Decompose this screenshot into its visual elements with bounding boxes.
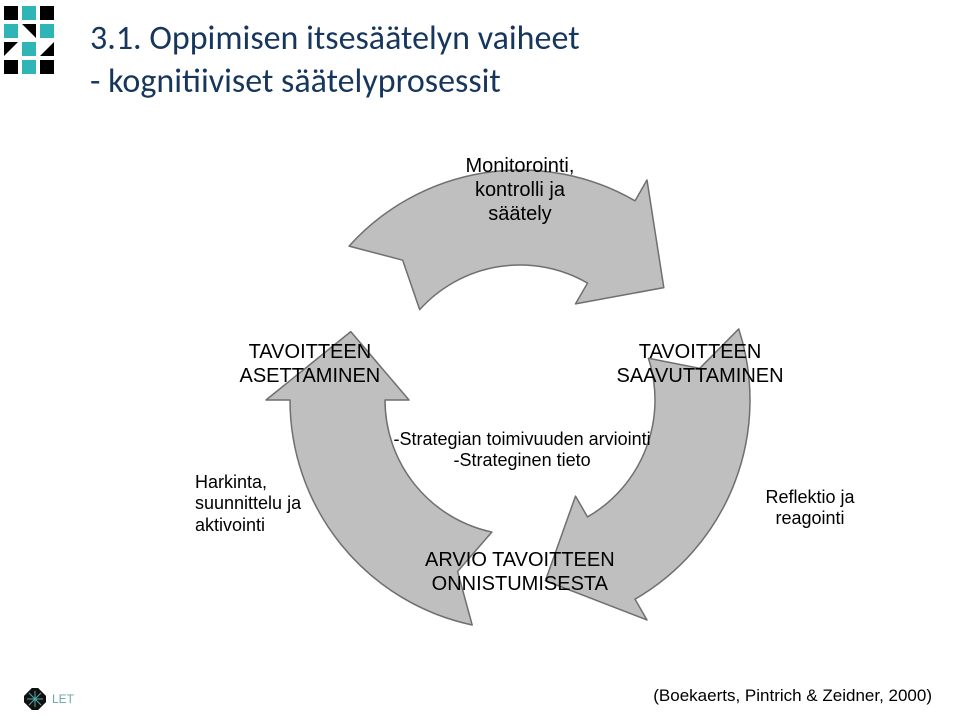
label-reflektio: Reflektio ja reagointi xyxy=(766,487,855,530)
label-tavoitteen-saavuttaminen: TAVOITTEEN SAAVUTTAMINEN xyxy=(617,340,784,388)
label-arvio-onnistumisesta: ARVIO TAVOITTEEN ONNISTUMISESTA xyxy=(425,548,615,596)
label-strategian: -Strategian toimivuuden arviointi -Strat… xyxy=(394,429,651,472)
slide-title: 3.1. Oppimisen itsesäätelyn vaiheet - ko… xyxy=(90,18,580,103)
label-tavoitteen-asettaminen: TAVOITTEEN ASETTAMINEN xyxy=(240,340,381,388)
label-monitorointi: Monitorointi, kontrolli ja säätely xyxy=(466,154,575,226)
logo-icon xyxy=(24,688,46,710)
title-line2: - kognitiiviset säätelyprosessit xyxy=(90,61,501,102)
title-line1: 3.1. Oppimisen itsesäätelyn vaiheet xyxy=(90,18,580,59)
cycle-diagram: Monitorointi, kontrolli ja säätely TAVOI… xyxy=(0,110,960,670)
footer-logo-text: LET xyxy=(52,692,74,706)
label-harkinta: Harkinta, suunnittelu ja aktivointi xyxy=(195,472,301,537)
footer-logo: LET xyxy=(24,688,74,710)
deco-pattern xyxy=(0,0,58,110)
footer-citation: (Boekaerts, Pintrich & Zeidner, 2000) xyxy=(653,686,932,706)
